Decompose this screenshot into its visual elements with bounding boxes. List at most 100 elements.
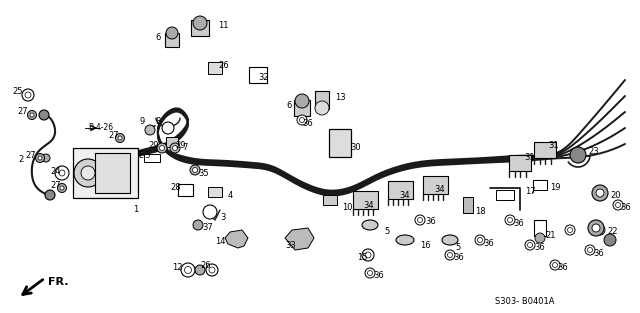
- Circle shape: [475, 235, 485, 245]
- Circle shape: [193, 220, 203, 230]
- Text: 1: 1: [133, 206, 138, 214]
- Ellipse shape: [442, 235, 458, 245]
- Circle shape: [585, 245, 595, 255]
- Circle shape: [157, 143, 167, 153]
- Circle shape: [39, 110, 49, 120]
- Circle shape: [35, 153, 45, 162]
- Circle shape: [592, 185, 608, 201]
- Circle shape: [60, 186, 64, 190]
- Circle shape: [159, 146, 164, 151]
- Circle shape: [508, 218, 513, 223]
- Circle shape: [38, 156, 42, 160]
- Text: 36: 36: [302, 119, 313, 127]
- Circle shape: [604, 234, 616, 246]
- Circle shape: [193, 16, 207, 30]
- Circle shape: [592, 224, 600, 232]
- Text: S303- B0401A: S303- B0401A: [495, 297, 554, 306]
- Text: 5: 5: [384, 228, 389, 237]
- Bar: [166, 137, 178, 147]
- Bar: [144, 154, 160, 162]
- Circle shape: [362, 249, 374, 261]
- Text: 30: 30: [350, 143, 360, 152]
- Text: 17: 17: [525, 187, 536, 197]
- Text: 9: 9: [140, 117, 145, 126]
- Text: 6: 6: [155, 33, 161, 43]
- Polygon shape: [225, 230, 248, 248]
- Circle shape: [445, 250, 455, 260]
- Bar: [534, 142, 556, 158]
- Circle shape: [28, 110, 36, 120]
- Circle shape: [598, 228, 602, 233]
- Bar: [208, 62, 222, 74]
- Text: 35: 35: [198, 168, 209, 177]
- Text: 10: 10: [342, 203, 353, 212]
- Text: 34: 34: [434, 186, 445, 194]
- Ellipse shape: [396, 235, 414, 245]
- Circle shape: [588, 220, 604, 236]
- Circle shape: [81, 166, 95, 180]
- Text: 20: 20: [610, 191, 621, 199]
- Circle shape: [162, 122, 174, 134]
- Circle shape: [365, 252, 371, 258]
- Bar: [165, 33, 179, 47]
- Text: 36: 36: [513, 218, 524, 228]
- Text: 37: 37: [202, 223, 212, 233]
- Circle shape: [193, 167, 198, 172]
- Circle shape: [550, 260, 560, 270]
- Circle shape: [115, 134, 125, 142]
- Text: 23: 23: [588, 147, 598, 156]
- Text: 27: 27: [17, 107, 28, 116]
- Circle shape: [170, 143, 180, 153]
- Bar: [294, 100, 310, 116]
- Circle shape: [367, 270, 372, 275]
- Circle shape: [195, 265, 205, 275]
- Circle shape: [417, 218, 422, 223]
- Circle shape: [42, 154, 50, 162]
- Ellipse shape: [362, 220, 378, 230]
- Text: 12: 12: [172, 264, 182, 273]
- Text: 36: 36: [620, 203, 631, 213]
- Text: 13: 13: [335, 94, 346, 102]
- Circle shape: [118, 136, 122, 140]
- Text: 28: 28: [170, 183, 180, 192]
- Text: 18: 18: [475, 208, 486, 217]
- Bar: [463, 197, 473, 213]
- Bar: [509, 155, 531, 171]
- Text: 5: 5: [455, 244, 460, 253]
- Text: 36: 36: [557, 264, 568, 273]
- Circle shape: [181, 263, 195, 277]
- Circle shape: [203, 205, 217, 219]
- Bar: [72, 148, 138, 198]
- Bar: [387, 181, 413, 199]
- Circle shape: [596, 189, 604, 197]
- Text: 33: 33: [285, 240, 296, 249]
- Text: 8: 8: [155, 117, 161, 126]
- Circle shape: [25, 92, 31, 98]
- Bar: [329, 129, 351, 157]
- Text: 27: 27: [108, 131, 118, 140]
- Bar: [315, 91, 329, 109]
- Circle shape: [184, 266, 191, 274]
- Circle shape: [209, 267, 215, 273]
- Text: 14: 14: [215, 238, 225, 247]
- Circle shape: [300, 117, 305, 122]
- Text: B-4-26: B-4-26: [88, 124, 113, 132]
- Circle shape: [565, 225, 575, 235]
- Circle shape: [595, 225, 605, 235]
- Circle shape: [59, 170, 65, 176]
- Text: 16: 16: [420, 240, 431, 249]
- Bar: [422, 176, 447, 194]
- Text: 29: 29: [148, 141, 159, 150]
- Text: 25: 25: [12, 88, 22, 96]
- Text: E-3: E-3: [138, 151, 150, 160]
- Text: 24: 24: [50, 167, 61, 177]
- Text: 36: 36: [373, 271, 384, 280]
- Text: 29: 29: [175, 141, 186, 150]
- Circle shape: [145, 125, 155, 135]
- Circle shape: [315, 101, 329, 115]
- Text: 19: 19: [550, 183, 561, 192]
- Bar: [533, 180, 547, 190]
- Circle shape: [552, 263, 557, 268]
- Bar: [95, 153, 129, 193]
- Text: 6: 6: [286, 100, 291, 110]
